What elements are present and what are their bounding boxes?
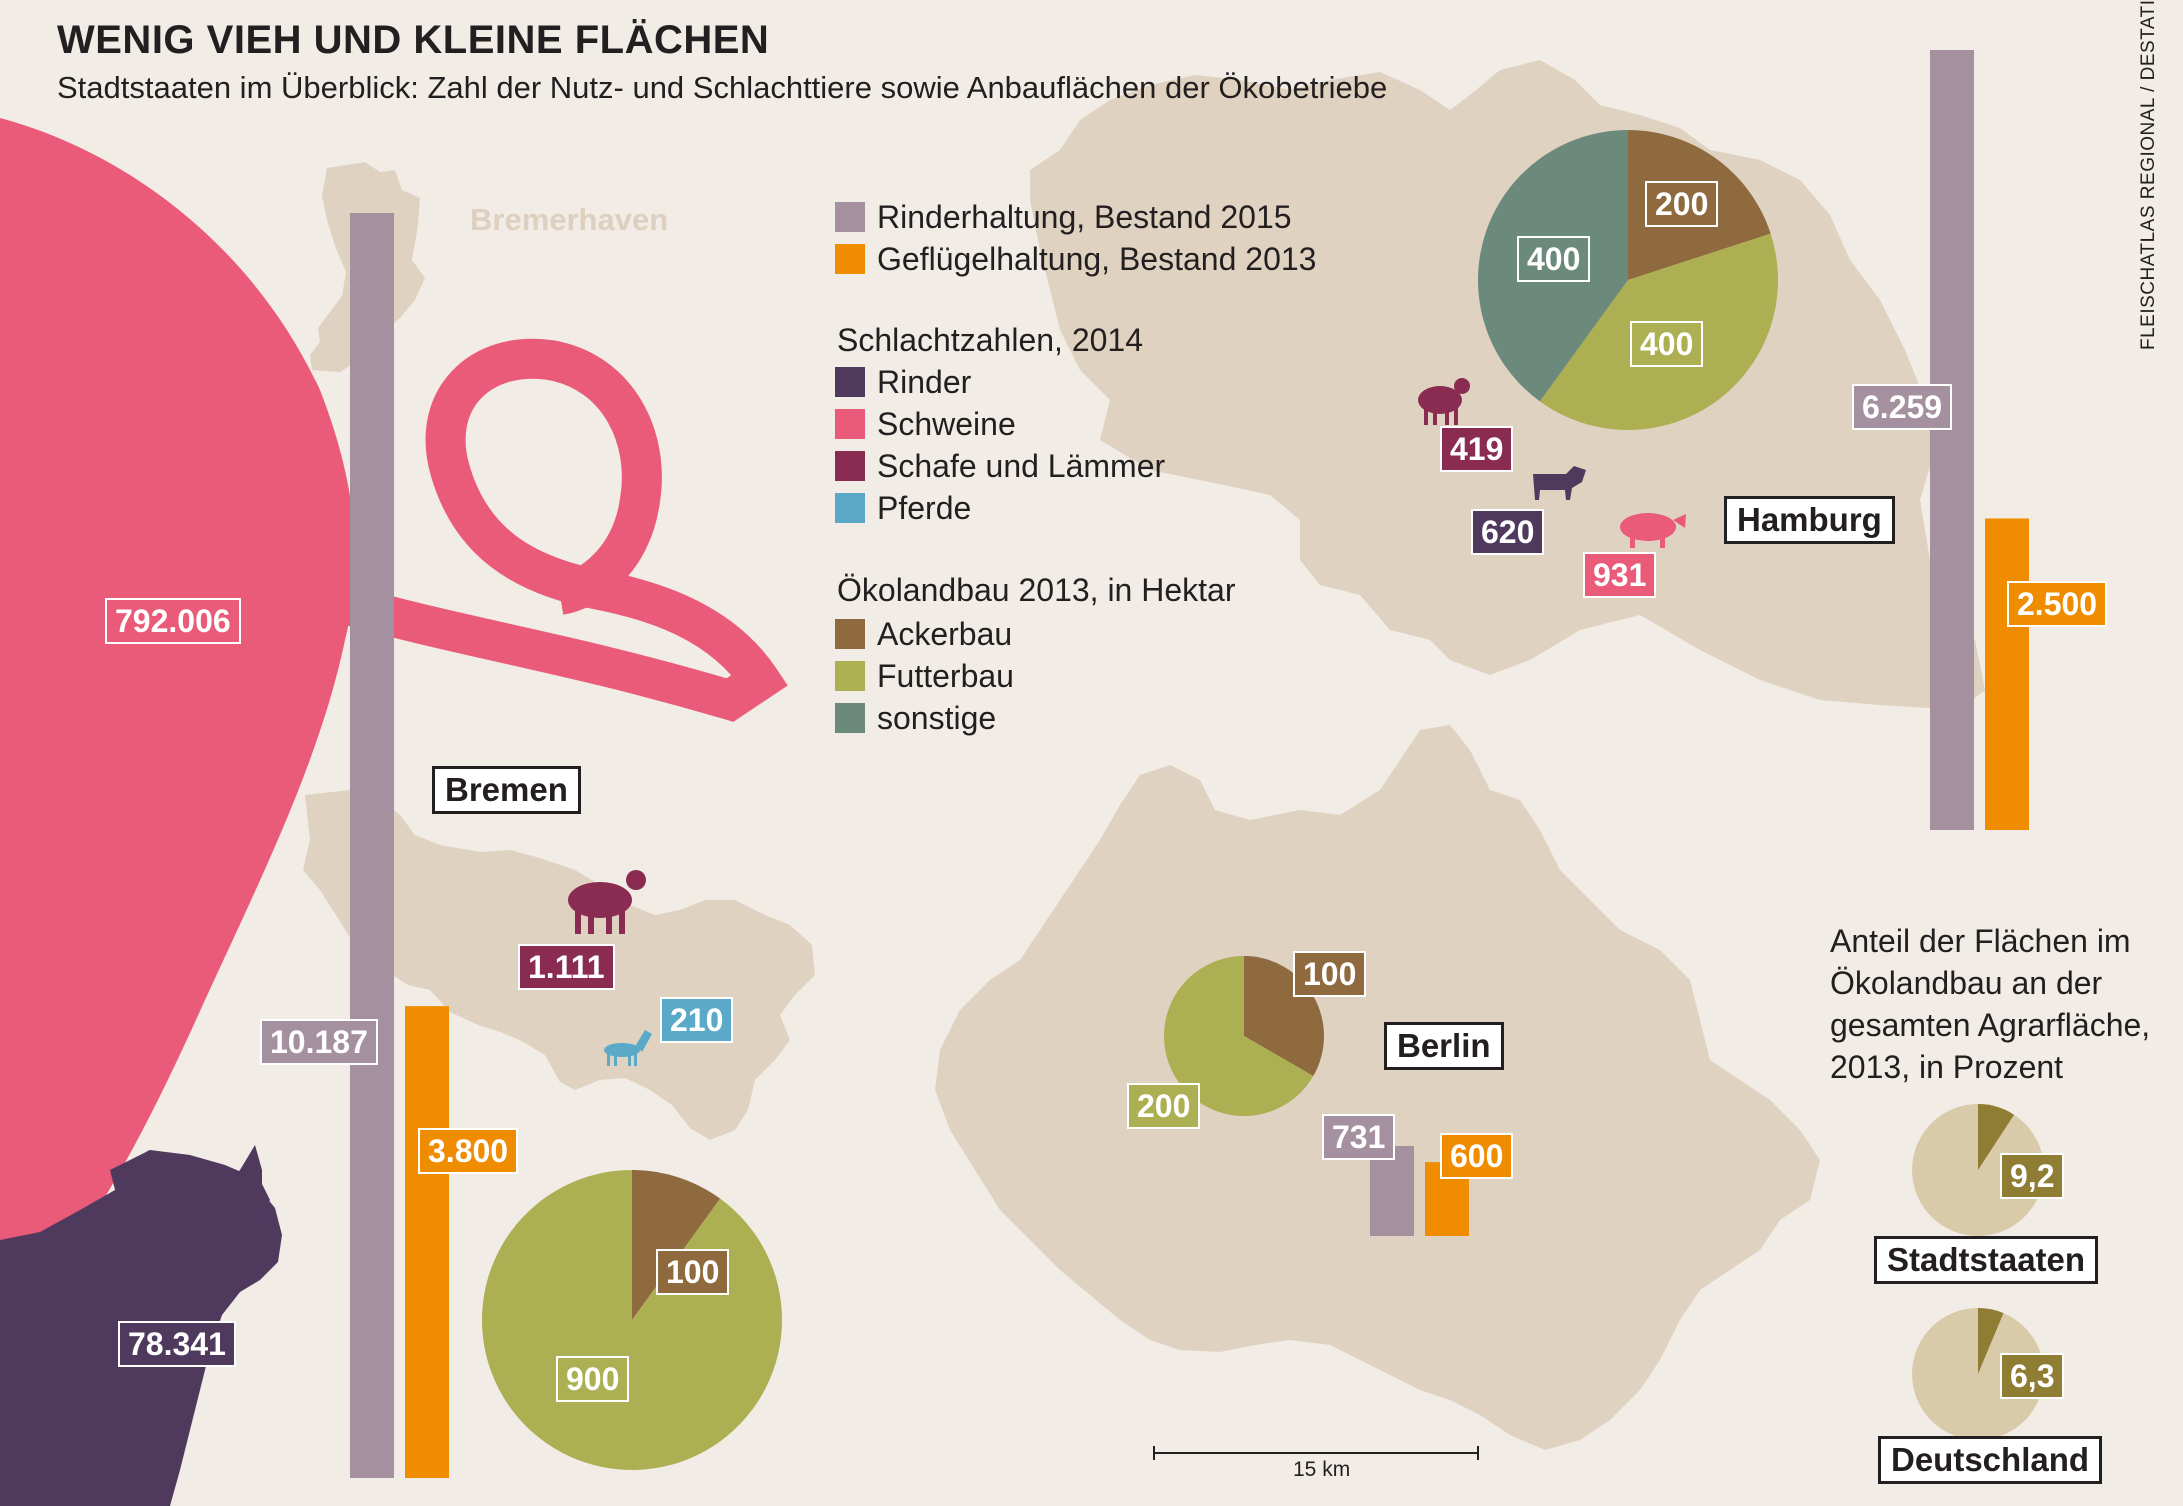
- legend-label: Schafe und Lämmer: [877, 448, 1166, 484]
- label-hamburg-rinderhaltung: 6.259: [1852, 384, 1953, 430]
- legend-swatch: [835, 661, 865, 691]
- share-heading-line: Anteil der Flächen im: [1830, 923, 2131, 959]
- pie-slice-berlin-futterbau: [1164, 956, 1314, 1116]
- legend-heading-organic: Ökolandbau 2013, in Hektar: [837, 572, 1236, 608]
- share-heading-line: Ökolandbau an der: [1830, 965, 2103, 1001]
- label-hamburg-futterbau: 400: [1630, 321, 1704, 367]
- legend-swatch: [835, 451, 865, 481]
- legend-label: Rinderhaltung, Bestand 2015: [877, 199, 1292, 235]
- share-heading-line: 2013, in Prozent: [1830, 1049, 2064, 1085]
- label-hamburg-schafe: 419: [1440, 426, 1514, 472]
- label-share-deutschland: 6,3: [2000, 1353, 2065, 1399]
- city-label-berlin: Berlin: [1384, 1022, 1504, 1070]
- legend-rinderhaltung: Rinderhaltung, Bestand 2015: [835, 197, 1292, 237]
- label-bremen-pferde: 210: [660, 997, 734, 1043]
- pig-tail: [324, 338, 788, 722]
- share-label-stadtstaaten: Stadtstaaten: [1874, 1236, 2099, 1284]
- sheep-icon-hamburg: [1418, 378, 1470, 425]
- share-pie-slice-stadtstaaten: [1978, 1104, 2015, 1170]
- legend-swatch: [835, 367, 865, 397]
- cow-head: [110, 1150, 270, 1235]
- bar-bremen-gefluegelhaltung: [405, 1006, 449, 1478]
- cow-icon-hamburg: [1533, 466, 1586, 500]
- legend-label: Futterbau: [877, 658, 1014, 694]
- label-bremen-rinder: 78.341: [118, 1321, 236, 1367]
- legend-label: Pferde: [877, 490, 972, 526]
- legend-rinder: Rinder: [835, 362, 971, 402]
- hamburg-map: [1030, 60, 1985, 710]
- legend-schweine: Schweine: [835, 404, 1016, 444]
- bar-hamburg-gefluegelhaltung: [1985, 518, 2029, 830]
- label-hamburg-rinder: 620: [1471, 509, 1545, 555]
- legend-futterbau: Futterbau: [835, 656, 1014, 696]
- bar-hamburg-rinderhaltung: [1930, 50, 1974, 830]
- legend-swatch: [835, 619, 865, 649]
- legend-label: Ackerbau: [877, 616, 1013, 652]
- label-share-stadtstaaten: 9,2: [2000, 1153, 2065, 1199]
- share-label-deutschland: Deutschland: [1878, 1436, 2103, 1484]
- label-hamburg-sonstige: 400: [1517, 236, 1591, 282]
- legend-heading-slaughter: Schlachtzahlen, 2014: [837, 322, 1143, 358]
- city-label-bremen: Bremen: [432, 766, 581, 814]
- legend-swatch: [835, 703, 865, 733]
- legend-label: Rinder: [877, 364, 972, 400]
- label-hamburg-schweine: 931: [1583, 552, 1657, 598]
- label-bremen-schafe: 1.111: [518, 944, 615, 990]
- berlin-map: [935, 725, 1820, 1450]
- share-heading-line: gesamten Agrarfläche,: [1830, 1007, 2151, 1043]
- hamburg-west-lobe: [1370, 270, 1510, 400]
- label-bremen-gefluegelhaltung: 3.800: [418, 1128, 519, 1174]
- sheep-icon-bremen: [568, 870, 646, 934]
- source-credit: FLEISCHATLAS REGIONAL / DESTATIS: [2138, 0, 2159, 350]
- bremerhaven-label: Bremerhaven: [470, 202, 669, 237]
- label-bremen-rinderhaltung: 10.187: [260, 1019, 378, 1065]
- legend-label: Geflügelhaltung, Bestand 2013: [877, 241, 1317, 277]
- pig-silhouette: [0, 118, 356, 1250]
- city-label-hamburg: Hamburg: [1724, 496, 1895, 544]
- legend-swatch: [835, 244, 865, 274]
- legend-sonstige: sonstige: [835, 698, 996, 738]
- pie-slice-bremen-futterbau: [481, 1170, 782, 1470]
- legend-ackerbau: Ackerbau: [835, 614, 1012, 654]
- share-heading: Anteil der Flächen im Ökolandbau an der …: [1830, 920, 2160, 1088]
- label-berlin-rinderhaltung: 731: [1322, 1114, 1396, 1160]
- label-berlin-ackerbau: 100: [1293, 951, 1367, 997]
- legend-label: sonstige: [877, 700, 997, 736]
- legend-swatch: [835, 493, 865, 523]
- label-berlin-futterbau: 200: [1127, 1083, 1201, 1129]
- label-hamburg-ackerbau: 200: [1645, 181, 1719, 227]
- horse-icon-bremen: [604, 1030, 652, 1066]
- scale-label: 15 km: [1293, 1458, 1351, 1481]
- share-pie-slice-deutschland: [1978, 1308, 2004, 1374]
- legend-swatch: [835, 409, 865, 439]
- legend-label: Schweine: [877, 406, 1016, 442]
- bar-bremen-rinderhaltung: [350, 213, 394, 1478]
- scale-bar: [1153, 1446, 1479, 1460]
- legend-pferde: Pferde: [835, 488, 971, 528]
- label-bremen-futterbau: 900: [556, 1356, 630, 1402]
- pig-icon-hamburg: [1620, 513, 1686, 548]
- label-hamburg-gefluegelhaltung: 2.500: [2007, 581, 2108, 627]
- label-bremen-ackerbau: 100: [656, 1249, 730, 1295]
- label-bremen-schweine: 792.006: [105, 598, 241, 644]
- label-berlin-gefluegelhaltung: 600: [1440, 1133, 1514, 1179]
- page-subtitle: Stadtstaaten im Überblick: Zahl der Nutz…: [57, 70, 1388, 105]
- legend-swatch: [835, 202, 865, 232]
- bar-berlin-rinderhaltung: [1370, 1146, 1414, 1236]
- pie-slice-bremen-ackerbau: [632, 1170, 721, 1320]
- legend-schafe: Schafe und Lämmer: [835, 446, 1165, 486]
- page-title: WENIG VIEH UND KLEINE FLÄCHEN: [57, 18, 770, 62]
- legend-gefluegelhaltung: Geflügelhaltung, Bestand 2013: [835, 239, 1316, 279]
